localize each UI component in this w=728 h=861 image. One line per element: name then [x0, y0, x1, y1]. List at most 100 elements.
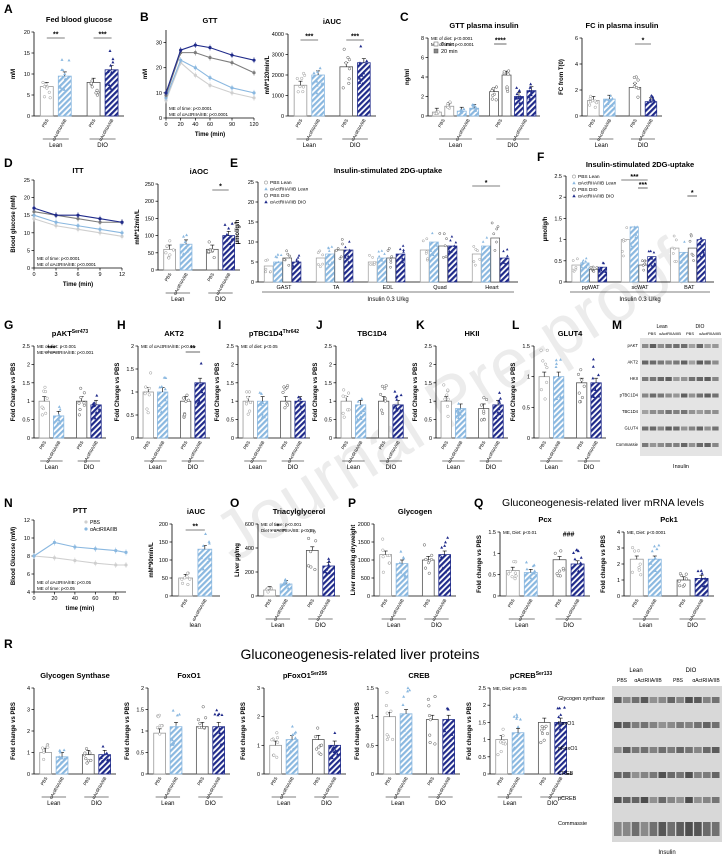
data-point: [580, 395, 584, 400]
data-point: [32, 213, 36, 217]
data-point: [593, 386, 597, 389]
y-tick-label: 2.5: [226, 344, 234, 350]
data-point: [332, 745, 336, 749]
x-tick-label: 0: [32, 272, 35, 278]
x-tick-label: PBS: [76, 440, 85, 450]
y-tick-label: 2: [575, 88, 578, 94]
blot-band: [694, 797, 702, 803]
bar: [629, 226, 639, 283]
bar: [383, 716, 396, 775]
y-axis-label: Fold Change vs PBS: [313, 363, 319, 422]
data-point: [298, 85, 302, 89]
data-point: [211, 248, 215, 252]
data-point: [631, 546, 635, 550]
x-tick-label: Quad: [433, 285, 446, 291]
data-point: [448, 739, 452, 742]
data-point: [342, 47, 346, 51]
data-point: [703, 577, 707, 580]
x-axis-label: Time (min): [195, 132, 225, 138]
y-tick-label: 3: [617, 546, 620, 552]
data-point: [319, 752, 323, 756]
blot-band: [614, 747, 622, 753]
chart-title: Pck1: [660, 515, 678, 524]
data-point: [653, 556, 657, 560]
x-tick-label: GAST: [277, 285, 293, 291]
data-point: [502, 70, 506, 74]
y-tick-label: 2: [27, 362, 30, 368]
bar: [580, 262, 590, 283]
data-point: [632, 75, 636, 80]
blot-band: [681, 443, 688, 447]
bar: [523, 572, 538, 597]
group-label-dio: DIO: [486, 465, 497, 471]
sig-marker: ***: [351, 34, 359, 41]
data-point: [245, 390, 249, 394]
legend-label: PBS: [90, 520, 101, 526]
blot-band: [688, 426, 696, 431]
y-tick-label: 0.5: [424, 418, 432, 424]
x-tick-label: αActRIIA/IIB: [582, 440, 599, 464]
data-point: [498, 412, 502, 416]
y-tick-label: 100: [145, 234, 154, 240]
data-point: [336, 752, 340, 756]
y-tick-label: 0: [165, 594, 168, 600]
data-point: [120, 220, 124, 224]
x-tick-label: PBS: [206, 272, 215, 282]
data-point: [498, 740, 503, 744]
data-point: [46, 745, 50, 749]
data-point: [282, 258, 286, 262]
data-point: [630, 244, 634, 248]
y-tick-label: 15: [24, 213, 30, 219]
data-point: [406, 735, 410, 738]
blot-header-lean: Lean: [656, 324, 667, 330]
y-tick-label: 0: [231, 436, 234, 442]
bar: [392, 404, 404, 439]
data-point: [531, 564, 535, 568]
data-point: [162, 375, 166, 379]
data-point: [502, 261, 506, 264]
data-point: [346, 408, 350, 412]
data-point: [495, 227, 499, 231]
data-point: [377, 264, 381, 267]
data-point: [479, 403, 483, 407]
data-point: [428, 718, 433, 722]
panel-label-k: K: [416, 318, 425, 332]
blot-row-label: AKT2: [628, 360, 639, 365]
group-label-dio: DIO: [547, 801, 558, 807]
bar: [620, 239, 630, 283]
x-tick-label: 20: [51, 596, 57, 602]
group-label-lean: Lean: [249, 465, 262, 471]
blot-band: [622, 822, 631, 836]
data-point: [653, 262, 656, 265]
data-point: [558, 723, 562, 726]
data-point: [317, 745, 321, 749]
data-point: [610, 96, 614, 100]
data-point: [341, 86, 345, 90]
bar: [315, 257, 326, 283]
x-tick-label: 0: [32, 596, 35, 602]
data-point: [63, 77, 67, 81]
bar: [273, 261, 283, 283]
blot-band: [712, 393, 719, 398]
blot-band: [657, 377, 664, 381]
x-tick-label: BAT: [684, 285, 695, 291]
data-point: [443, 244, 447, 248]
data-point: [183, 246, 187, 249]
blot-band: [649, 797, 658, 803]
data-point: [395, 408, 399, 412]
blot-band: [696, 377, 703, 381]
data-point: [187, 247, 191, 250]
data-point: [44, 82, 48, 86]
y-tick-label: 2: [617, 562, 620, 568]
blot-row-label: pAKT: [628, 343, 639, 348]
data-point: [389, 258, 393, 262]
panel-label-q: Q: [474, 496, 484, 510]
data-point: [54, 213, 58, 217]
data-point: [404, 737, 408, 741]
series-line: [165, 59, 255, 99]
bar: [537, 722, 551, 775]
data-point: [524, 560, 528, 564]
data-point: [622, 254, 625, 258]
